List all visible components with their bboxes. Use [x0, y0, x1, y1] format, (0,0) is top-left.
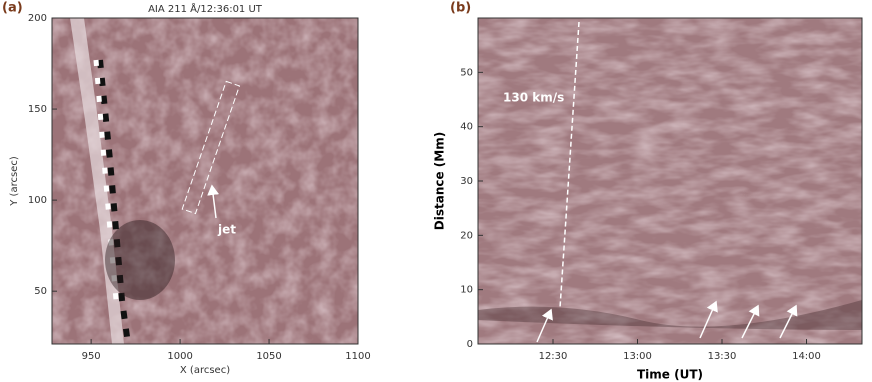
x-tick-label: 1000 [167, 351, 192, 362]
x-tick-label: 950 [82, 351, 101, 362]
x-tick-label: 13:00 [623, 351, 652, 362]
y-tick-label: 20 [460, 230, 473, 241]
x-tick-label: 12:30 [539, 351, 568, 362]
y-tick-label: 10 [460, 285, 473, 296]
panel-b-image [478, 18, 862, 344]
panel-label: (b) [450, 1, 471, 16]
x-tick-label: 1100 [345, 351, 370, 362]
title: AIA 211 Å/12:36:01 UT [148, 2, 263, 15]
x-label: Time (UT) [637, 368, 703, 382]
frame [51, 17, 359, 345]
y-tick-label: 200 [28, 13, 47, 24]
x-label: X (arcsec) [180, 365, 230, 376]
y-tick-label: 150 [28, 104, 47, 115]
y-tick-label: 30 [460, 176, 473, 187]
y-tick-label: 0 [467, 339, 473, 350]
x-tick-label: 14:00 [792, 351, 821, 362]
panel-label: (a) [2, 1, 23, 16]
y-tick-label: 100 [28, 195, 47, 206]
annotation: 130 km/s [503, 91, 564, 105]
x-tick-label: 13:30 [708, 351, 737, 362]
x-tick-label: 1050 [256, 351, 281, 362]
y-label: Distance (Mm) [433, 132, 447, 230]
annotation: jet [217, 223, 236, 237]
y-label: Y (arcsec) [9, 156, 20, 207]
y-tick-label: 40 [460, 122, 473, 133]
y-tick-label: 50 [460, 67, 473, 78]
panel-a-image [52, 18, 358, 345]
y-tick-label: 50 [34, 286, 47, 297]
